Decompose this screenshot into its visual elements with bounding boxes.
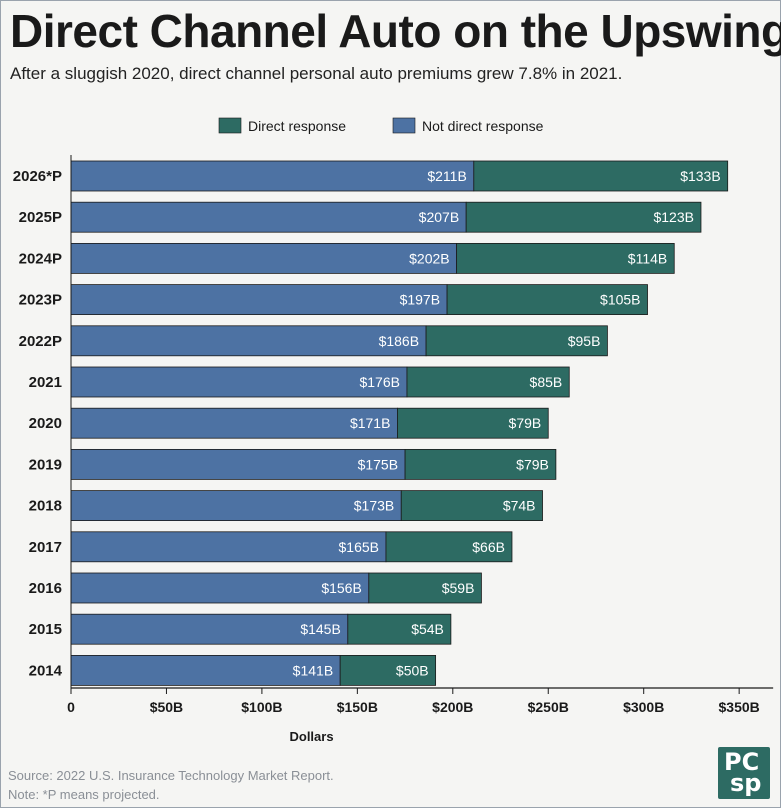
legend-label-2: Not direct response bbox=[422, 118, 544, 134]
bar-not-direct bbox=[70, 366, 408, 398]
category-label: 2019 bbox=[29, 456, 62, 473]
bar-direct bbox=[400, 490, 543, 522]
category-label: 2020 bbox=[29, 415, 62, 432]
bar-direct bbox=[456, 242, 675, 274]
x-tick-label: $200B bbox=[432, 699, 473, 715]
data-label-direct: $114B bbox=[628, 250, 667, 266]
bar-direct bbox=[425, 325, 608, 357]
data-label-not-direct: $171B bbox=[350, 415, 390, 431]
bar-not-direct bbox=[70, 613, 349, 645]
category-label: 2023P bbox=[19, 292, 62, 309]
x-tick-label: $250B bbox=[528, 699, 569, 715]
x-tick-label: $350B bbox=[719, 699, 760, 715]
data-label-direct: $123B bbox=[653, 209, 693, 225]
bar-not-direct bbox=[70, 325, 427, 357]
bar-not-direct bbox=[70, 531, 387, 563]
data-label-direct: $79B bbox=[516, 456, 549, 472]
bar-direct bbox=[446, 284, 648, 316]
category-label: 2018 bbox=[29, 498, 62, 515]
bar-direct bbox=[404, 448, 557, 480]
category-label: 2026*P bbox=[13, 168, 62, 185]
data-label-direct: $105B bbox=[600, 292, 640, 308]
projection-note: Note: *P means projected. bbox=[8, 787, 160, 802]
legend-swatch-2 bbox=[392, 117, 416, 134]
data-label-direct: $59B bbox=[442, 580, 475, 596]
category-label: 2024P bbox=[19, 250, 62, 267]
x-tick-label: $100B bbox=[241, 699, 282, 715]
category-label: 2022P bbox=[19, 333, 62, 350]
data-label-not-direct: $156B bbox=[321, 580, 361, 596]
bar-direct bbox=[339, 655, 437, 686]
data-label-direct: $74B bbox=[503, 498, 536, 514]
bar-not-direct bbox=[70, 490, 402, 522]
data-label-direct: $54B bbox=[411, 621, 444, 637]
logo-bottom-text: sp bbox=[730, 769, 762, 797]
bar-direct bbox=[465, 201, 702, 233]
data-label-not-direct: $173B bbox=[354, 498, 394, 514]
x-tick-label: $300B bbox=[623, 699, 664, 715]
data-label-not-direct: $165B bbox=[339, 539, 379, 555]
category-label: 2015 bbox=[29, 621, 62, 638]
category-label: 2021 bbox=[29, 374, 62, 391]
data-label-not-direct: $207B bbox=[419, 209, 459, 225]
bar-direct bbox=[347, 613, 452, 645]
bar-not-direct bbox=[70, 407, 398, 439]
bar-not-direct bbox=[70, 448, 406, 480]
bar-direct bbox=[406, 366, 570, 398]
data-label-not-direct: $141B bbox=[293, 662, 333, 678]
data-label-direct: $133B bbox=[680, 168, 720, 184]
data-label-direct: $79B bbox=[509, 415, 542, 431]
data-label-not-direct: $145B bbox=[300, 621, 340, 637]
category-label: 2016 bbox=[29, 580, 62, 597]
bar-not-direct bbox=[70, 201, 467, 233]
source-note: Source: 2022 U.S. Insurance Technology M… bbox=[8, 768, 334, 783]
bar-direct bbox=[385, 531, 513, 563]
bar-direct bbox=[473, 160, 729, 192]
data-label-direct: $50B bbox=[396, 662, 429, 678]
pcsp-logo: PC sp bbox=[718, 747, 770, 799]
data-label-not-direct: $202B bbox=[409, 250, 449, 266]
bar-not-direct bbox=[70, 572, 370, 604]
data-label-direct: $66B bbox=[472, 539, 505, 555]
category-label: 2025P bbox=[19, 209, 62, 226]
x-tick-label: $50B bbox=[150, 699, 183, 715]
category-label: 2014 bbox=[29, 662, 63, 679]
data-label-not-direct: $175B bbox=[358, 456, 398, 472]
data-label-direct: $95B bbox=[568, 333, 601, 349]
x-tick-label: $150B bbox=[337, 699, 378, 715]
bar-not-direct bbox=[70, 242, 458, 274]
bar-direct bbox=[397, 407, 549, 439]
logo-top-text: PC bbox=[724, 748, 760, 776]
data-label-not-direct: $176B bbox=[359, 374, 399, 390]
legend-label-1: Direct response bbox=[248, 118, 346, 134]
category-label: 2017 bbox=[29, 539, 62, 556]
data-label-not-direct: $186B bbox=[379, 333, 419, 349]
data-label-not-direct: $197B bbox=[400, 292, 440, 308]
data-label-not-direct: $211B bbox=[427, 168, 466, 184]
chart-subtitle: After a sluggish 2020, direct channel pe… bbox=[10, 64, 623, 83]
x-tick-label: 0 bbox=[67, 699, 75, 715]
bar-not-direct bbox=[70, 160, 475, 192]
chart-title: Direct Channel Auto on the Upswing bbox=[10, 5, 781, 57]
x-axis-title: Dollars bbox=[289, 729, 333, 744]
bar-direct bbox=[368, 572, 482, 604]
legend-swatch-1 bbox=[218, 117, 242, 134]
data-label-direct: $85B bbox=[530, 374, 563, 390]
bar-not-direct bbox=[70, 284, 448, 316]
